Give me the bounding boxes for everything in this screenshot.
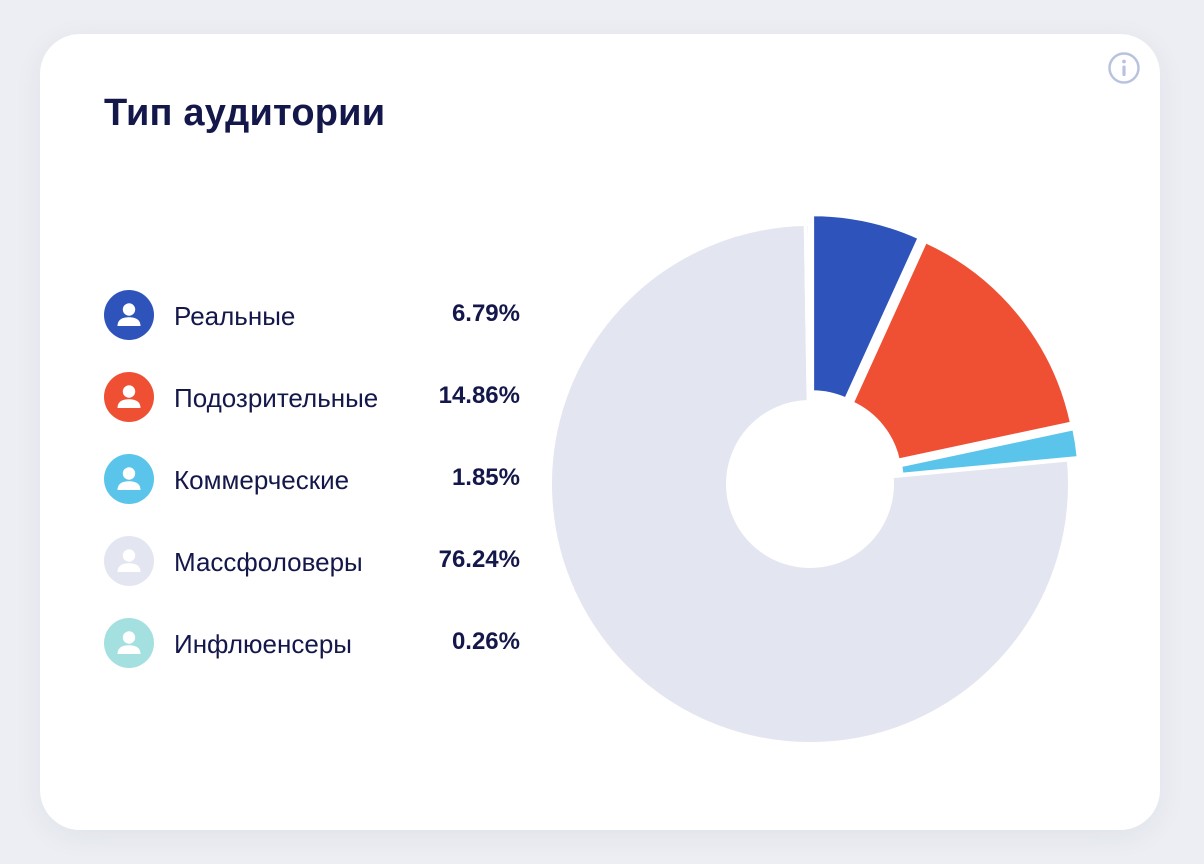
legend-label: Инфлюенсеры [174,629,352,659]
legend-value: 76.24% [438,546,520,573]
card-title: Тип аудитории [104,92,386,134]
legend-value: 14.86% [438,382,520,409]
legend-item: Подозрительные 14.86% [104,372,520,454]
legend-item: Массфоловеры 76.24% [104,536,520,618]
legend-label: Коммерческие [174,465,350,495]
user-icon [104,454,154,504]
legend-value: 6.79% [451,300,520,327]
legend-label: Массфоловеры [174,547,363,577]
chart-legend: Реальные 6.79% Подозрительные 14.86% Коммерч… [104,290,520,700]
pie-slice[interactable] [803,222,812,405]
audience-type-card: Тип аудитории Реальные 6.79% Подозрительны… [40,34,1160,830]
pie-slice[interactable] [548,222,1072,746]
legend-label: Подозрительные [174,383,379,413]
user-icon [104,372,154,422]
pie-slice[interactable] [849,239,1075,463]
user-icon [104,618,154,668]
user-icon [104,536,154,586]
legend-label: Реальные [174,301,296,331]
legend-item: Коммерческие 1.85% [104,454,520,536]
legend-value: 1.85% [451,464,520,491]
pie-slice[interactable] [810,212,922,402]
info-icon[interactable] [1108,52,1140,84]
legend-item: Реальные 6.79% [104,290,520,372]
audience-donut-chart [548,212,1081,746]
user-icon [104,290,154,340]
legend-item: Инфлюенсеры 0.26% [104,618,520,700]
legend-value: 0.26% [451,628,520,655]
